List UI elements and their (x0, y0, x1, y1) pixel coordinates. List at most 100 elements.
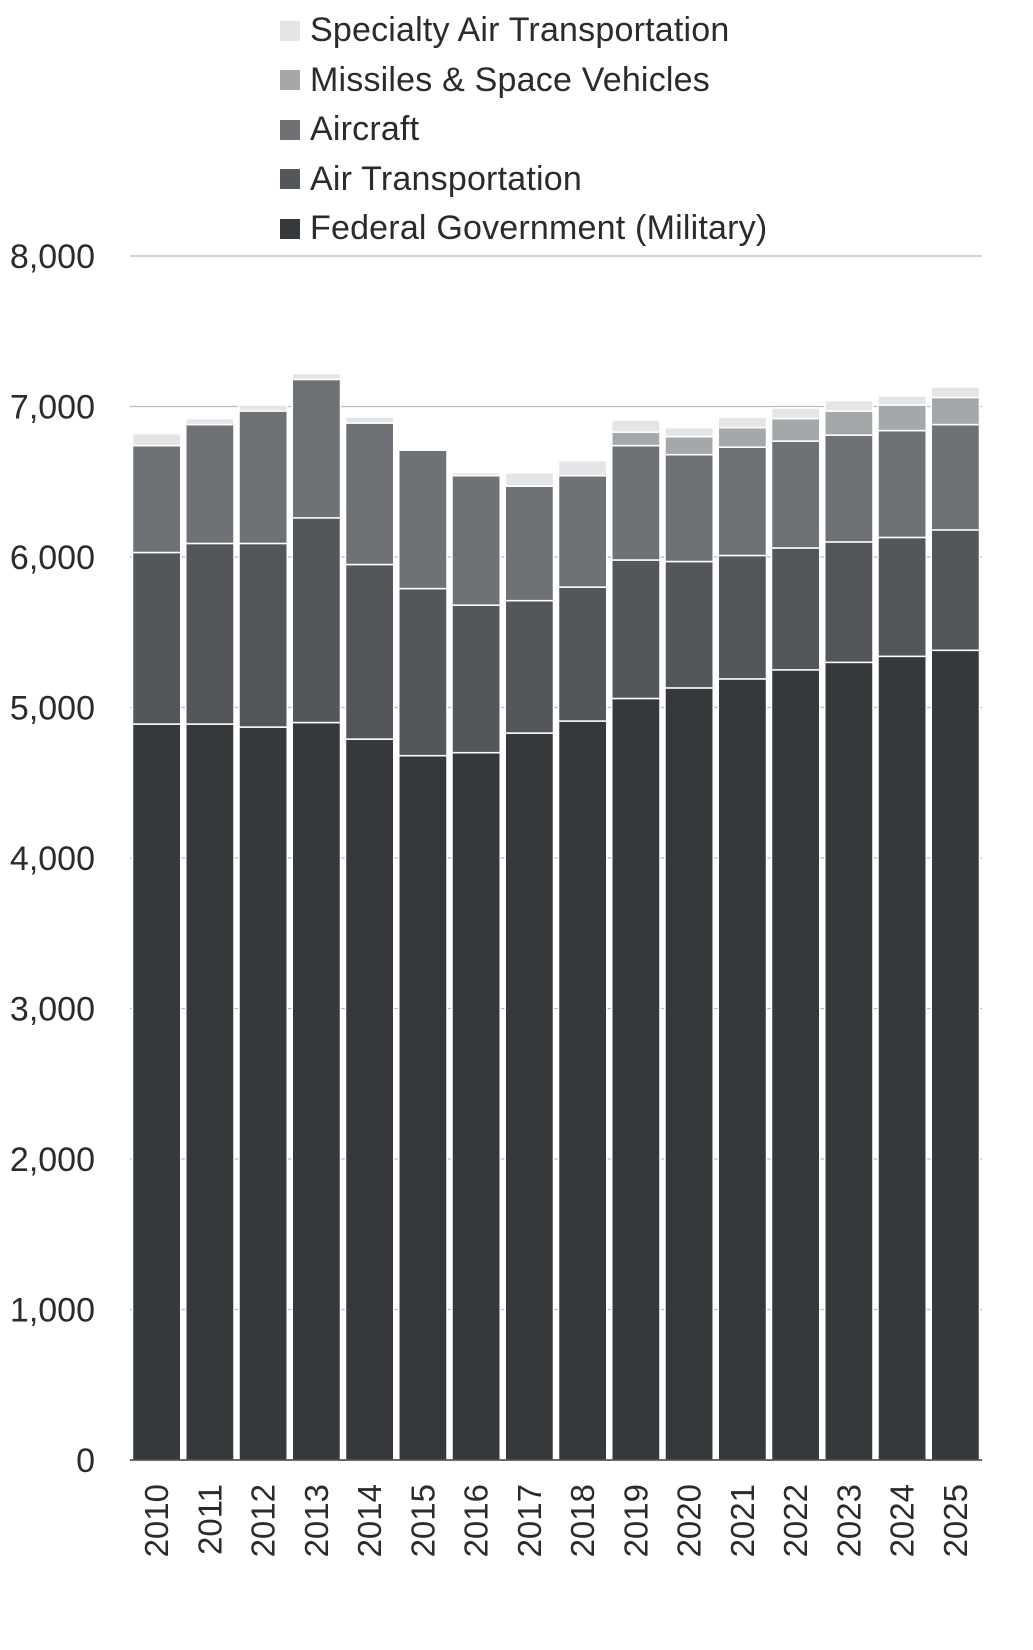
bar-segment (238, 726, 288, 1461)
x-tick-label: 2022 (777, 1484, 814, 1557)
bar-segment (664, 453, 714, 563)
bar-segment (930, 423, 981, 531)
bar-segment (344, 563, 395, 740)
legend-swatch (280, 70, 300, 91)
bar-segment (185, 542, 235, 725)
bar-segment (451, 751, 501, 1461)
legend-label: Federal Government (Military) (310, 209, 768, 248)
bar-segment (824, 399, 874, 412)
legend-item-specialty-air-transportation: Specialty Air Transportation (280, 6, 767, 56)
bar-segment (664, 560, 714, 689)
bar-segment (877, 536, 927, 658)
legend-swatch (280, 20, 300, 41)
y-tick-label: 7,000 (10, 389, 95, 427)
bar-segment (291, 372, 342, 381)
y-tick-label: 3,000 (10, 991, 95, 1029)
x-tick-label: 2013 (298, 1484, 335, 1557)
x-tick-label: 2020 (671, 1484, 708, 1557)
bar-segment (611, 431, 661, 447)
bar-segment (770, 407, 821, 420)
bar-segment (131, 444, 182, 554)
bar-segment (877, 395, 927, 406)
bar-segment (131, 551, 182, 725)
bar-segment (291, 721, 342, 1461)
y-tick-label: 4,000 (10, 840, 95, 878)
bar-segment (770, 669, 821, 1461)
x-tick-label: 2023 (830, 1484, 867, 1557)
bar-segment (557, 586, 608, 722)
bar-segment (131, 432, 182, 447)
bar-segment (131, 723, 182, 1461)
bar-segment (717, 416, 768, 429)
legend-swatch (280, 218, 300, 239)
legend-label: Aircraft (310, 110, 420, 149)
y-tick-label: 6,000 (10, 539, 95, 577)
legend-item-federal-government-military: Federal Government (Military) (280, 204, 767, 254)
x-tick-label: 2019 (617, 1484, 654, 1557)
legend-label: Specialty Air Transportation (310, 11, 730, 50)
bar-segment (877, 655, 927, 1461)
bars (131, 372, 981, 1461)
bar-segment (824, 541, 874, 664)
bar-segment (717, 446, 768, 557)
bar-segment (824, 410, 874, 436)
bar-segment (664, 687, 714, 1461)
bar-segment (770, 440, 821, 549)
legend-swatch (280, 169, 300, 190)
bar-segment (451, 471, 501, 477)
x-tick-label: 2021 (724, 1484, 761, 1557)
bar-segment (770, 547, 821, 671)
bar-segment (238, 404, 288, 412)
bar-segment (398, 587, 448, 757)
bar-segment (824, 661, 874, 1461)
bar-segment (557, 474, 608, 588)
x-tick-label: 2024 (884, 1484, 921, 1557)
bar-segment (238, 542, 288, 728)
bar-segment (877, 404, 927, 432)
bar-segment (717, 426, 768, 448)
bar-segment (451, 604, 501, 754)
x-tick-label: 2014 (351, 1484, 388, 1557)
x-tick-label: 2025 (937, 1484, 974, 1557)
legend-item-air-transportation: Air Transportation (280, 155, 767, 205)
legend-item-aircraft: Aircraft (280, 105, 767, 155)
bar-segment (930, 386, 981, 399)
x-tick-label: 2017 (511, 1484, 548, 1557)
bar-segment (398, 447, 448, 451)
bar-segment (824, 434, 874, 543)
bar-segment (344, 422, 395, 566)
bar-segment (185, 417, 235, 426)
bar-segment (291, 517, 342, 724)
bar-segment (504, 471, 555, 488)
y-tick-label: 1,000 (10, 1292, 95, 1330)
y-tick-label: 5,000 (10, 690, 95, 728)
y-tick-label: 8,000 (10, 238, 95, 276)
x-tick-label: 2018 (564, 1484, 601, 1557)
bar-segment (664, 435, 714, 456)
legend-swatch (280, 119, 300, 140)
bar-segment (664, 426, 714, 438)
x-tick-label: 2012 (245, 1484, 282, 1557)
y-axis: 8,000 7,000 6,000 5,000 4,000 3,000 2,000 1,000… (10, 238, 95, 1480)
y-tick-label: 2,000 (10, 1141, 95, 1179)
x-tick-label: 2010 (138, 1484, 175, 1557)
bar-segment (717, 554, 768, 680)
bar-segment (504, 485, 555, 602)
bar-segment (344, 416, 395, 424)
bar-segment (930, 529, 981, 652)
legend-label: Air Transportation (310, 159, 582, 198)
legend-label: Missiles & Space Vehicles (310, 60, 710, 99)
y-tick-label: 0 (76, 1442, 95, 1480)
bar-segment (557, 459, 608, 477)
bar-segment (398, 449, 448, 590)
legend: Specialty Air Transportation Missiles & … (280, 6, 767, 254)
bar-segment (930, 649, 981, 1461)
bar-segment (344, 738, 395, 1461)
x-tick-label: 2011 (191, 1484, 228, 1555)
bar-segment (451, 474, 501, 606)
x-tick-label: 2016 (458, 1484, 495, 1557)
bar-segment (557, 720, 608, 1461)
bar-segment (185, 723, 235, 1461)
bar-segment (611, 697, 661, 1461)
